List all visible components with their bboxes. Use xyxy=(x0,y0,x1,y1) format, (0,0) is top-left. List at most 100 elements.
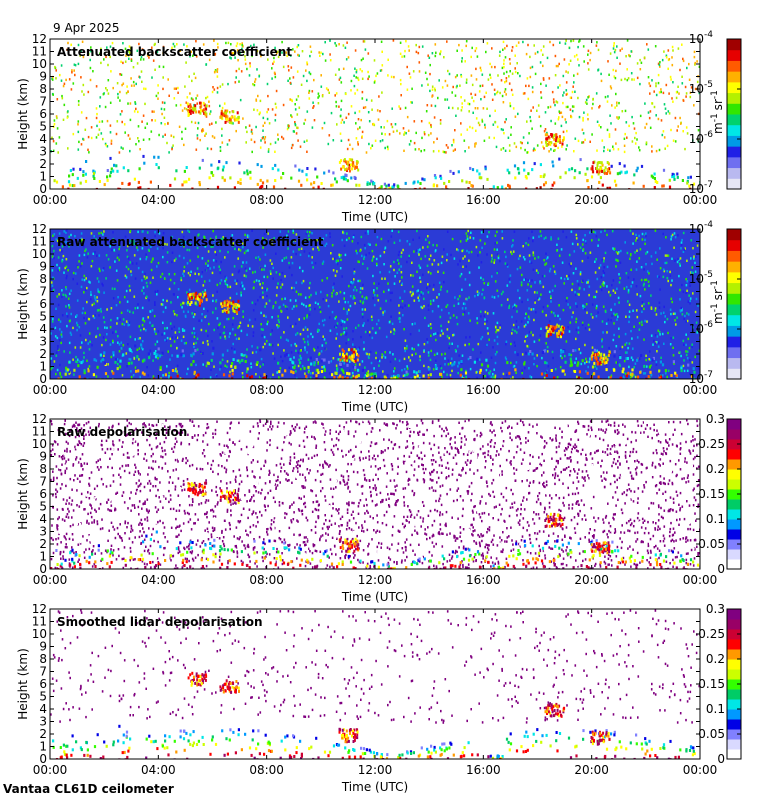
noise-cell xyxy=(666,254,668,257)
noise-cell xyxy=(686,259,688,262)
noise-cell xyxy=(94,314,96,317)
signal-cell xyxy=(280,176,283,180)
noise-cell xyxy=(55,77,57,80)
signal-cell xyxy=(569,364,572,368)
noise-cell xyxy=(242,261,244,264)
noise-cell xyxy=(90,126,93,129)
noise-cell xyxy=(183,245,185,248)
noise-cell xyxy=(493,259,496,262)
noise-cell xyxy=(246,333,248,336)
noise-cell xyxy=(219,249,221,253)
cloud-cell xyxy=(606,168,609,171)
noise-cell xyxy=(220,237,223,241)
signal-cell xyxy=(476,357,479,361)
noise-cell xyxy=(549,105,552,109)
noise-cell xyxy=(612,338,615,342)
noise-cell xyxy=(693,104,695,107)
signal-cell xyxy=(574,169,577,173)
noise-cell xyxy=(329,39,331,42)
noise-cell xyxy=(654,342,657,345)
noise-cell xyxy=(61,250,63,253)
noise-cell xyxy=(577,45,579,49)
signal-cell xyxy=(322,187,325,189)
noise-cell xyxy=(306,150,308,153)
noise-cell xyxy=(292,239,294,243)
noise-cell xyxy=(266,339,268,343)
noise-cell xyxy=(106,119,109,123)
noise-cell xyxy=(57,347,59,350)
noise-cell xyxy=(623,359,626,363)
signal-cell xyxy=(173,177,177,181)
noise-cell xyxy=(638,146,640,149)
noise-cell xyxy=(391,229,393,232)
cloud-cell xyxy=(190,300,193,304)
noise-cell xyxy=(333,282,335,285)
noise-cell xyxy=(129,102,132,105)
noise-cell xyxy=(261,286,264,290)
noise-cell xyxy=(229,56,231,59)
noise-cell xyxy=(430,334,432,337)
noise-cell xyxy=(381,132,383,135)
noise-cell xyxy=(53,122,56,126)
noise-cell xyxy=(245,126,247,129)
noise-cell xyxy=(76,282,79,285)
noise-cell xyxy=(640,320,643,324)
noise-cell xyxy=(681,238,683,242)
noise-cell xyxy=(59,243,61,246)
noise-cell xyxy=(329,235,331,239)
noise-cell xyxy=(636,138,638,141)
noise-cell xyxy=(352,297,354,300)
signal-cell xyxy=(320,182,323,185)
noise-cell xyxy=(240,329,243,333)
noise-cell xyxy=(443,150,446,154)
noise-cell xyxy=(72,326,74,330)
noise-cell xyxy=(403,328,405,331)
noise-cell xyxy=(240,291,242,294)
noise-cell xyxy=(381,91,383,94)
noise-cell xyxy=(343,320,346,324)
noise-cell xyxy=(351,282,354,285)
noise-cell xyxy=(360,58,363,62)
noise-cell xyxy=(562,130,565,134)
signal-cell xyxy=(508,184,511,188)
cloud-cell xyxy=(544,133,547,137)
noise-cell xyxy=(427,270,430,274)
noise-cell xyxy=(110,70,112,73)
signal-cell xyxy=(508,371,511,375)
noise-cell xyxy=(654,334,657,337)
noise-cell xyxy=(528,307,530,310)
noise-cell xyxy=(262,296,264,299)
noise-cell xyxy=(587,62,589,65)
noise-cell xyxy=(461,288,463,291)
noise-cell xyxy=(409,76,412,79)
noise-cell xyxy=(570,39,572,43)
noise-cell xyxy=(241,281,243,284)
noise-cell xyxy=(59,363,61,367)
noise-cell xyxy=(515,371,517,374)
noise-cell xyxy=(609,149,611,152)
noise-cell xyxy=(686,312,688,315)
noise-cell xyxy=(309,231,311,234)
noise-cell xyxy=(302,303,305,307)
noise-cell xyxy=(602,269,605,273)
noise-cell xyxy=(534,299,536,303)
signal-cell xyxy=(345,174,348,177)
noise-cell xyxy=(236,49,239,52)
noise-cell xyxy=(238,80,240,83)
noise-cell xyxy=(524,278,527,281)
noise-cell xyxy=(691,345,693,348)
signal-cell xyxy=(190,353,193,357)
noise-cell xyxy=(505,77,508,80)
noise-cell xyxy=(554,368,557,371)
cloud-cell xyxy=(591,167,594,171)
noise-cell xyxy=(313,78,315,82)
noise-cell xyxy=(359,300,362,303)
noise-cell xyxy=(582,45,585,48)
colorbar-segment xyxy=(727,60,741,72)
noise-cell xyxy=(232,342,234,346)
signal-cell xyxy=(109,170,112,174)
noise-cell xyxy=(399,41,402,44)
noise-cell xyxy=(96,309,99,312)
noise-cell xyxy=(97,327,99,330)
noise-cell xyxy=(259,295,261,299)
